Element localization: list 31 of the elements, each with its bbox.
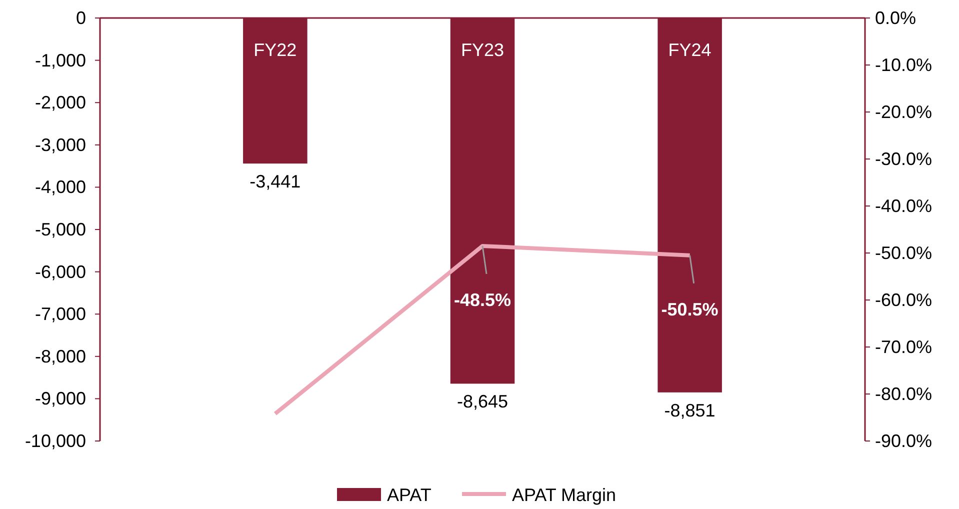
y-tick-label: 0: [76, 8, 86, 28]
y2-tick-label: -10.0%: [875, 55, 932, 75]
x-tick-label: FY24: [668, 40, 712, 60]
y2-tick-label: -90.0%: [875, 431, 932, 451]
y-tick-label: -6,000: [34, 262, 86, 282]
legend-label: APAT: [387, 485, 432, 505]
y2-tick-label: -20.0%: [875, 102, 932, 122]
y-tick-label: -5,000: [34, 220, 86, 240]
y-tick-label: -7,000: [34, 304, 86, 324]
y2-tick-label: -50.0%: [875, 243, 932, 263]
data-label: -3,441: [250, 172, 301, 192]
data-label: -8,851: [664, 400, 716, 420]
x-tick-label: FY23: [460, 40, 504, 60]
data-label: -8,645: [456, 392, 508, 412]
y2-tick-label: -30.0%: [875, 149, 932, 169]
y2-tick-label: -70.0%: [875, 337, 932, 357]
y2-tick-label: -40.0%: [875, 196, 932, 216]
data-label: -48.5%: [454, 290, 512, 310]
y-tick-label: -1,000: [34, 50, 86, 70]
y-tick-label: -4,000: [34, 177, 86, 198]
y2-tick-label: 0.0%: [875, 8, 916, 28]
legend-label: APAT Margin: [512, 485, 616, 505]
y2-tick-label: -80.0%: [875, 384, 932, 404]
y-tick-label: -10,000: [24, 431, 86, 451]
y-tick-label: -2,000: [34, 92, 86, 113]
y2-tick-label: -60.0%: [875, 290, 932, 310]
data-label: -50.5%: [661, 299, 718, 320]
y-tick-label: -8,000: [34, 346, 86, 366]
y-tick-label: -3,000: [34, 134, 86, 155]
y-tick-label: -9,000: [34, 388, 86, 409]
x-tick-label: FY22: [254, 40, 297, 60]
